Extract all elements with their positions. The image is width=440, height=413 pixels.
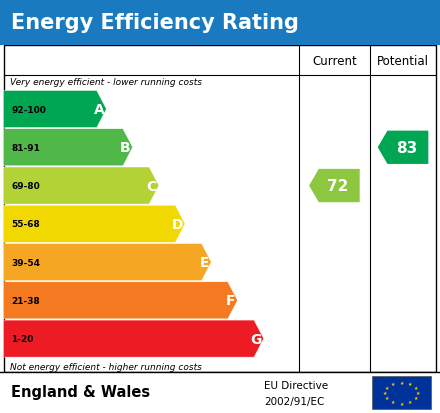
Text: ★: ★ [407, 399, 412, 404]
Text: ★: ★ [383, 390, 387, 395]
Text: ★: ★ [407, 381, 412, 386]
Text: C: C [147, 179, 157, 193]
Text: D: D [171, 217, 183, 231]
Polygon shape [4, 129, 132, 166]
Text: 55-68: 55-68 [11, 220, 40, 229]
Bar [0, 373, 440, 413]
Polygon shape [309, 169, 360, 203]
Text: B: B [120, 141, 130, 155]
Text: ★: ★ [385, 396, 389, 401]
Text: 83: 83 [396, 140, 417, 155]
Polygon shape [4, 282, 238, 319]
Polygon shape [378, 131, 429, 164]
Text: 39-54: 39-54 [11, 258, 40, 267]
Text: ★: ★ [414, 385, 418, 390]
Polygon shape [4, 244, 211, 281]
Text: 69-80: 69-80 [11, 182, 40, 190]
Text: Not energy efficient - higher running costs: Not energy efficient - higher running co… [10, 362, 202, 371]
Text: Potential: Potential [377, 55, 429, 68]
Text: ★: ★ [391, 381, 396, 386]
Text: A: A [93, 103, 104, 117]
Text: 1-20: 1-20 [11, 334, 34, 343]
Bar [0, 0, 440, 46]
Text: Very energy efficient - lower running costs: Very energy efficient - lower running co… [10, 78, 202, 87]
Text: ★: ★ [391, 399, 396, 404]
Text: England & Wales: England & Wales [11, 385, 150, 399]
Text: 92-100: 92-100 [11, 105, 46, 114]
Bar [4, 46, 436, 373]
Polygon shape [4, 168, 159, 204]
Text: Current: Current [312, 55, 357, 68]
Text: ★: ★ [385, 385, 389, 390]
Text: ★: ★ [400, 380, 403, 385]
Text: ★: ★ [414, 396, 418, 401]
Polygon shape [4, 320, 264, 357]
Text: 21-38: 21-38 [11, 296, 40, 305]
Text: E: E [200, 256, 209, 269]
Polygon shape [4, 206, 185, 243]
Bar [372, 377, 431, 409]
Text: Energy Efficiency Rating: Energy Efficiency Rating [11, 13, 299, 33]
Text: 72: 72 [327, 178, 348, 194]
Polygon shape [4, 91, 106, 128]
Text: 81-91: 81-91 [11, 143, 40, 152]
Text: F: F [226, 294, 235, 308]
Text: G: G [250, 332, 261, 346]
Text: EU Directive: EU Directive [264, 380, 328, 390]
Text: ★: ★ [400, 401, 403, 406]
Text: 2002/91/EC: 2002/91/EC [264, 396, 324, 406]
Text: ★: ★ [416, 390, 420, 395]
